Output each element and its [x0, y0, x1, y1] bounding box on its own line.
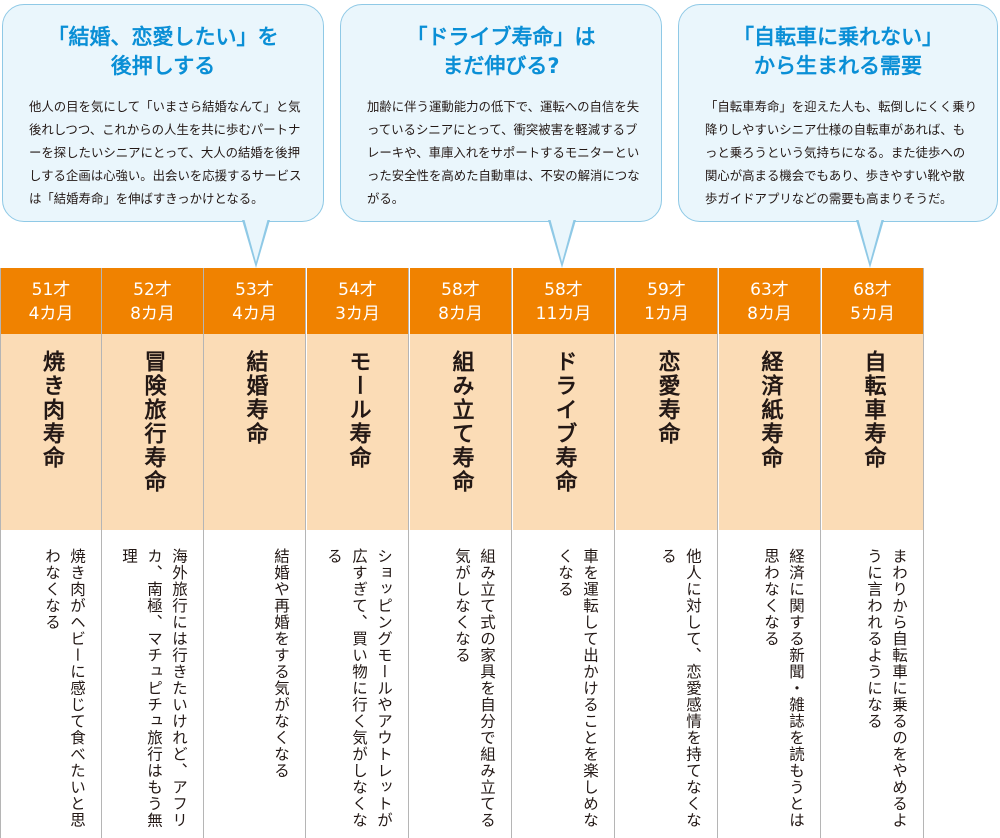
lifespan-description: ショッピングモールやアウトレットが広すぎて、買い物に行く気がしなくなる	[325, 548, 393, 829]
age-years: 53才	[235, 280, 274, 300]
callout-title: 「自転車に乗れない」 から生まれる需要	[733, 25, 943, 78]
lifespan-name-band: モール寿命	[307, 334, 408, 530]
age-years: 58才	[544, 280, 583, 300]
lifespan-name: 冒険旅行寿命	[140, 350, 166, 494]
lifespan-description: 海外旅行には行きたいけれど、アフリカ、南極、マチュピチュ旅行はもう無理	[120, 548, 188, 829]
lifespan-name: モール寿命	[345, 350, 371, 470]
age-header: 54才 3カ月	[307, 268, 408, 334]
callout-pointer	[548, 218, 576, 268]
timeline-column: 59才 1カ月 恋愛寿命 他人に対して、恋愛感情を持てなくなる	[616, 268, 718, 838]
lifespan-name-band: 焼き肉寿命	[1, 334, 101, 530]
age-years: 52才	[133, 280, 172, 300]
age-years: 51才	[31, 280, 71, 300]
callout-title: 「ドライブ寿命」は まだ伸びる?	[406, 25, 596, 78]
age-header: 68才 5カ月	[822, 268, 923, 334]
age-years: 63才	[750, 280, 789, 300]
callout-pointer	[242, 218, 270, 268]
lifespan-name: 自転車寿命	[860, 350, 886, 470]
lifespan-name: 焼き肉寿命	[39, 350, 64, 470]
timeline-column: 53才 4カ月 結婚寿命 結婚や再婚をする気がなくなる	[204, 268, 306, 838]
timeline-column: 51才 4カ月 焼き肉寿命 焼き肉がヘビーに感じて食べたいと思わなくなる	[0, 268, 102, 838]
callout-title: 「結婚、恋愛したい」を 後押しする	[47, 25, 279, 78]
age-years: 58才	[441, 280, 480, 300]
callout-marriage: 「結婚、恋愛したい」を 後押しする 他人の目を気にして「いまさら結婚なんて」と気…	[2, 4, 324, 222]
age-header: 63才 8カ月	[719, 268, 820, 334]
lifespan-description: 他人に対して、恋愛感情を持てなくなる	[659, 548, 702, 829]
lifespan-timeline: 51才 4カ月 焼き肉寿命 焼き肉がヘビーに感じて食べたいと思わなくなる 52才…	[0, 268, 925, 838]
lifespan-name-band: 経済紙寿命	[719, 334, 820, 530]
lifespan-name-band: 結婚寿命	[204, 334, 305, 530]
lifespan-description: まわりから自転車に乗るのをやめるように言われるようになる	[865, 548, 908, 829]
lifespan-name-band: 自転車寿命	[822, 334, 923, 530]
lifespan-name: 経済紙寿命	[757, 350, 783, 470]
age-months: 1カ月	[644, 304, 689, 324]
lifespan-name: ドライブ寿命	[551, 350, 577, 494]
lifespan-name-band: 組み立て寿命	[410, 334, 511, 530]
callout-drive: 「ドライブ寿命」は まだ伸びる? 加齢に伴う運動能力の低下で、運転への自信を失っ…	[340, 4, 662, 222]
timeline-column: 54才 3カ月 モール寿命 ショッピングモールやアウトレットが広すぎて、買い物に…	[307, 268, 409, 838]
lifespan-description: 結婚や再婚をする気がなくなる	[272, 548, 290, 779]
timeline-column: 63才 8カ月 経済紙寿命 経済に関する新聞・雑誌を読もうとは思わなくなる	[719, 268, 821, 838]
timeline-column: 52才 8カ月 冒険旅行寿命 海外旅行には行きたいけれど、アフリカ、南極、マチュ…	[102, 268, 204, 838]
age-header: 52才 8カ月	[102, 268, 203, 334]
age-header: 59才 1カ月	[616, 268, 717, 334]
age-months: 8カ月	[130, 304, 175, 324]
timeline-column: 58才 8カ月 組み立て寿命 組み立て式の家具を自分で組み立てる気がしなくなる	[410, 268, 512, 838]
age-months: 3カ月	[335, 304, 380, 324]
age-header: 51才 4カ月	[1, 268, 101, 334]
callout-body: 加齢に伴う運動能力の低下で、運転への自信を失っているシニアにとって、衝突被害を軽…	[367, 99, 640, 206]
lifespan-name: 恋愛寿命	[654, 350, 680, 446]
lifespan-name-band: 冒険旅行寿命	[102, 334, 203, 530]
age-years: 59才	[647, 280, 686, 300]
lifespan-description: 組み立て式の家具を自分で組み立てる気がしなくなる	[453, 548, 496, 829]
age-years: 54才	[338, 280, 377, 300]
lifespan-name: 結婚寿命	[242, 350, 268, 446]
age-years: 68才	[853, 280, 892, 300]
age-header: 53才 4カ月	[204, 268, 305, 334]
timeline-column: 58才 11カ月 ドライブ寿命 車を運転して出かけることを楽しめなくなる	[513, 268, 615, 838]
age-months: 4カ月	[28, 304, 74, 324]
lifespan-name: 組み立て寿命	[448, 350, 474, 494]
lifespan-name-band: ドライブ寿命	[513, 334, 614, 530]
timeline-column: 68才 5カ月 自転車寿命 まわりから自転車に乗るのをやめるように言われるように…	[822, 268, 924, 838]
callout-pointer	[856, 218, 884, 268]
age-header: 58才 11カ月	[513, 268, 614, 334]
callout-bicycle: 「自転車に乗れない」 から生まれる需要 「自転車寿命」を迎えた人も、転倒しにくく…	[678, 4, 998, 222]
callout-body: 他人の目を気にして「いまさら結婚なんて」と気後れしつつ、これからの人生を共に歩む…	[29, 99, 302, 206]
lifespan-description: 焼き肉がヘビーに感じて食べたいと思わなくなる	[43, 548, 86, 829]
lifespan-description: 経済に関する新聞・雑誌を読もうとは思わなくなる	[762, 548, 805, 829]
age-months: 8カ月	[747, 304, 792, 324]
lifespan-description: 車を運転して出かけることを楽しめなくなる	[556, 548, 599, 829]
callout-body: 「自転車寿命」を迎えた人も、転倒しにくく乗り降りしやすいシニア仕様の自転車があれ…	[705, 99, 977, 206]
age-months: 11カ月	[535, 304, 592, 324]
age-months: 5カ月	[850, 304, 895, 324]
age-months: 8カ月	[438, 304, 483, 324]
age-months: 4カ月	[232, 304, 277, 324]
lifespan-name-band: 恋愛寿命	[616, 334, 717, 530]
age-header: 58才 8カ月	[410, 268, 511, 334]
